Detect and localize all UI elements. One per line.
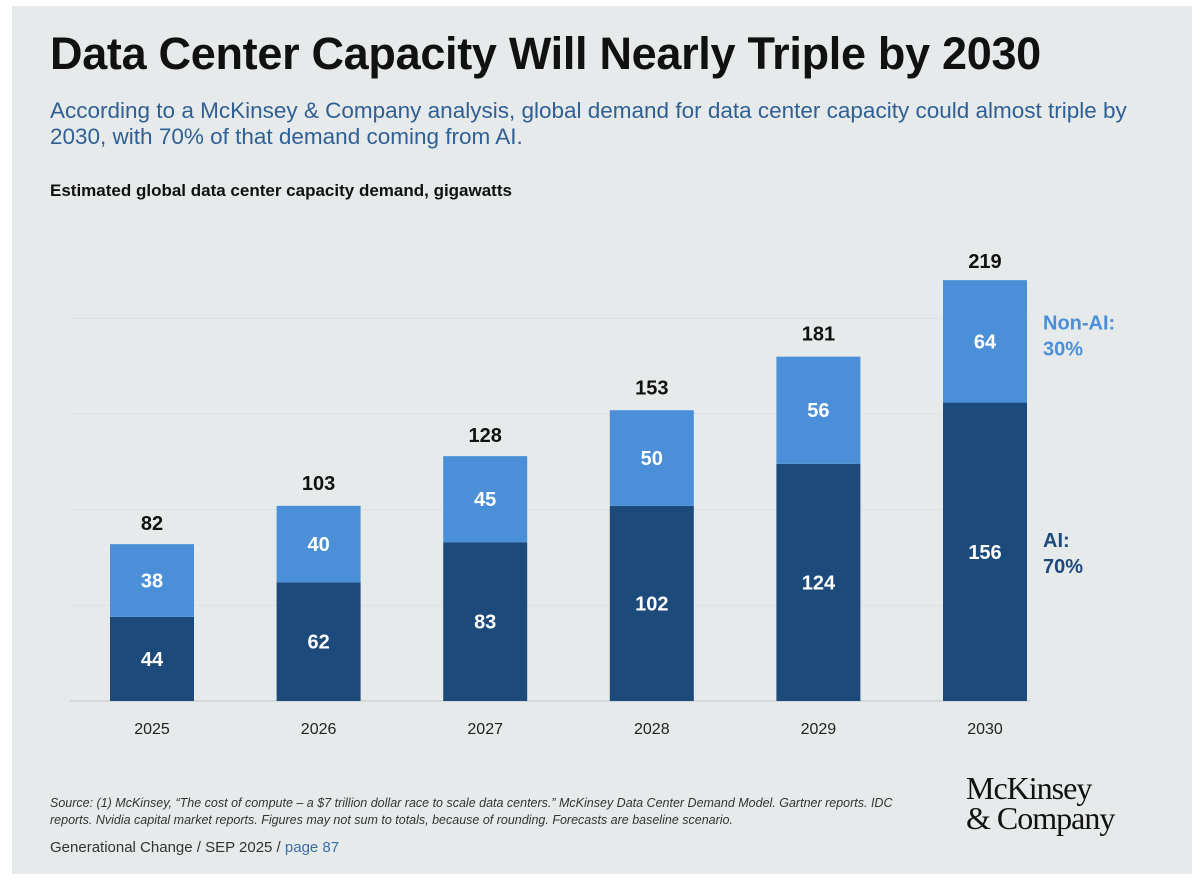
- x-tick-label: 2027: [467, 721, 503, 738]
- data-label: 50: [641, 448, 663, 470]
- data-label: 40: [307, 534, 329, 556]
- total-label: 128: [469, 425, 502, 447]
- data-label: 124: [802, 572, 836, 594]
- data-label: 44: [141, 649, 164, 671]
- x-tick-label: 2026: [301, 721, 337, 738]
- data-label: 45: [474, 489, 496, 511]
- x-tick-label: 2028: [634, 721, 670, 738]
- legend-label: 70%: [1043, 556, 1083, 578]
- total-label: 82: [141, 513, 163, 535]
- data-label: 38: [141, 570, 163, 592]
- page-number: page 87: [284, 839, 340, 856]
- total-label: 181: [802, 324, 835, 346]
- bar-segment-non-ai: [443, 456, 528, 543]
- bar-segment-non-ai: [609, 410, 694, 506]
- footer: Generational Change / SEP 2025 / page 87: [50, 839, 339, 856]
- page-title: Data Center Capacity Will Nearly Triple …: [50, 28, 1041, 79]
- bar-segment-non-ai: [943, 280, 1027, 403]
- total-label: 153: [635, 377, 668, 399]
- source-note: Source: (1) McKinsey, “The cost of compu…: [50, 796, 893, 827]
- logo-line2: & Company: [966, 800, 1115, 836]
- bar-segment-ai: [609, 505, 694, 701]
- bar-segment-non-ai: [110, 544, 194, 617]
- subtitle: According to a McKinsey & Company analys…: [50, 98, 1127, 149]
- data-label: 56: [807, 400, 829, 422]
- bar-segment-ai: [443, 542, 528, 701]
- x-tick-label: 2030: [967, 721, 1003, 738]
- bar-segment-non-ai: [776, 356, 861, 464]
- bar-segment-non-ai: [276, 505, 361, 583]
- data-label: 64: [974, 331, 997, 353]
- legend-label: AI:: [1043, 530, 1070, 552]
- bar-segment-ai: [943, 402, 1027, 701]
- data-label: 156: [968, 542, 1001, 564]
- legend-label: Non-AI:: [1043, 312, 1115, 334]
- mckinsey-logo: McKinsey & Company: [966, 770, 1115, 836]
- bar-segment-ai: [110, 616, 194, 701]
- bar-segment-ai: [276, 582, 361, 701]
- x-tick-label: 2029: [801, 721, 837, 738]
- logo-line1: McKinsey: [966, 770, 1092, 806]
- data-label: 62: [307, 632, 329, 654]
- x-tick-label: 2025: [134, 721, 170, 738]
- data-label: 83: [474, 612, 496, 634]
- data-label: 102: [635, 593, 668, 615]
- footer-text: Generational Change / SEP 2025 /: [50, 839, 285, 856]
- chart-title: Estimated global data center capacity de…: [50, 181, 512, 200]
- legend-label: 30%: [1043, 338, 1083, 360]
- bar-segment-ai: [776, 463, 861, 701]
- total-label: 219: [968, 251, 1001, 273]
- total-label: 103: [302, 473, 335, 495]
